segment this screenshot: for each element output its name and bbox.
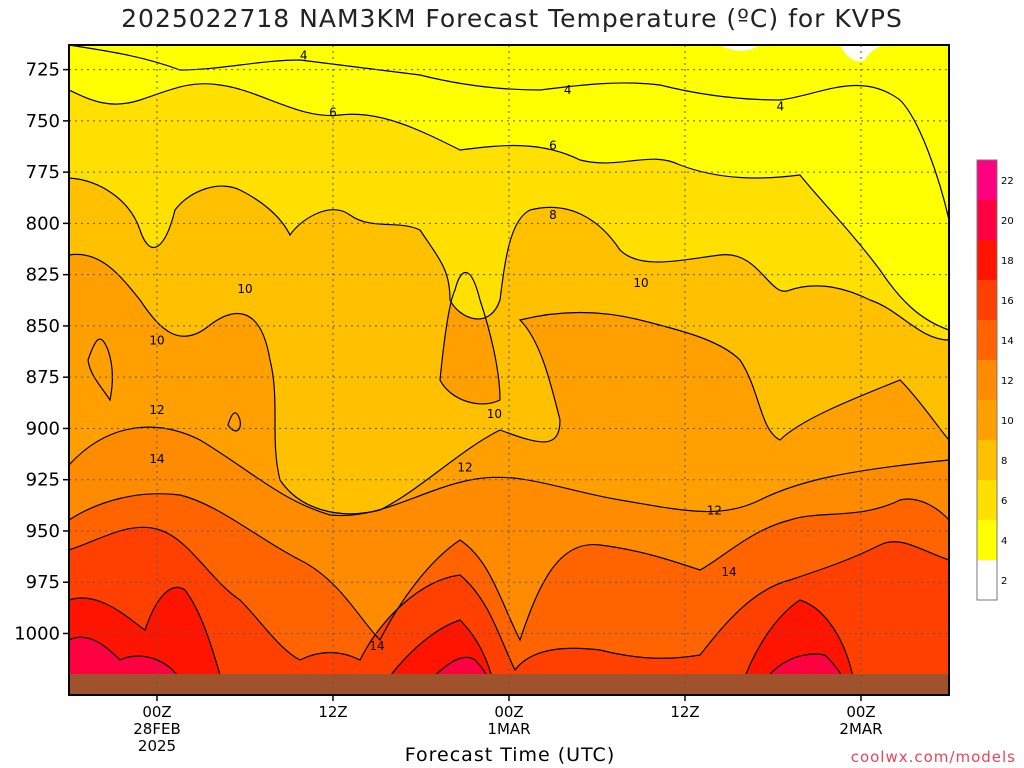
y-axis: 725 750 775 800 825 850 875 900 925 950 975 1000 [14,60,69,644]
colorbar-segment [977,480,997,520]
contour-label: 6 [549,138,557,152]
colorbar-segment [977,360,997,400]
x-tick-label: 2025 [138,737,176,755]
colorbar-segment [977,560,997,600]
colorbar-label: 22 [1001,176,1014,187]
x-tick-label: 2MAR [839,720,882,738]
y-tick-label: 950 [26,521,60,542]
contour-label: 4 [777,100,785,114]
colorbar-segment [977,520,997,560]
colorbar-segment [977,280,997,320]
contour-label: 14 [721,565,736,579]
x-tick-label: 00Z [846,703,875,721]
y-tick-label: 975 [26,572,60,593]
colorbar-segment [977,440,997,480]
x-axis-title: Forecast Time (UTC) [404,744,616,766]
contour-label: 4 [564,83,572,97]
y-tick-label: 775 [26,162,60,183]
colorbar-label: 20 [1001,216,1014,227]
y-tick-label: 825 [26,265,60,286]
x-tick-label: 00Z [494,703,523,721]
contour-label: 4 [300,48,308,62]
x-tick-label: 1MAR [487,720,530,738]
y-tick-label: 1000 [14,623,60,644]
colorbar-segment [977,240,997,280]
y-tick-label: 900 [26,418,60,439]
colorbar-segment [977,400,997,440]
y-tick-label: 725 [26,60,60,81]
colorbar: 2 4 6 8 10 12 14 16 18 20 22 [976,159,1014,601]
colorbar-label: 6 [1001,496,1007,507]
contour-label: 10 [487,407,502,421]
contour-label: 10 [633,276,648,290]
contour-label: 12 [707,503,722,517]
contour-label: 10 [237,282,252,296]
colorbar-label: 2 [1001,576,1007,587]
colorbar-label: 4 [1001,536,1007,547]
contour-label: 6 [329,106,337,120]
colorbar-segment [977,160,997,200]
colorbar-segment [977,200,997,240]
contour-lines [69,45,949,691]
grid-lines [69,45,949,695]
y-tick-label: 875 [26,367,60,388]
x-tick-label: 28FEB [133,720,180,738]
colorbar-label: 16 [1001,296,1014,307]
colorbar-label: 10 [1001,416,1014,427]
colorbar-frame [976,159,998,601]
colorbar-label: 12 [1001,376,1014,387]
contour-labels: 4 4 4 6 6 8 10 10 10 10 12 12 12 14 14 14 [149,48,785,653]
contour-label: 8 [549,208,557,222]
contour-label: 14 [369,639,384,653]
colorbar-label: 14 [1001,336,1014,347]
y-tick-label: 925 [26,470,60,491]
y-tick-label: 750 [26,111,60,132]
y-tick-label: 850 [26,316,60,337]
x-tick-label: 12Z [318,703,347,721]
x-tick-label: 12Z [670,703,699,721]
y-tick-label: 800 [26,213,60,234]
contour-label: 12 [149,403,164,417]
chart-title: 2025022718 NAM3KM Forecast Temperature (… [121,4,903,33]
colorbar-label: 8 [1001,456,1007,467]
contour-label: 12 [457,460,472,474]
colorbar-segment [977,320,997,360]
contour-label: 14 [149,452,164,466]
colorbar-label: 18 [1001,256,1014,267]
x-tick-label: 00Z [142,703,171,721]
credit-text: coolwx.com/models [850,748,1016,766]
contour-label: 10 [149,333,164,347]
ground-surface [69,674,949,695]
